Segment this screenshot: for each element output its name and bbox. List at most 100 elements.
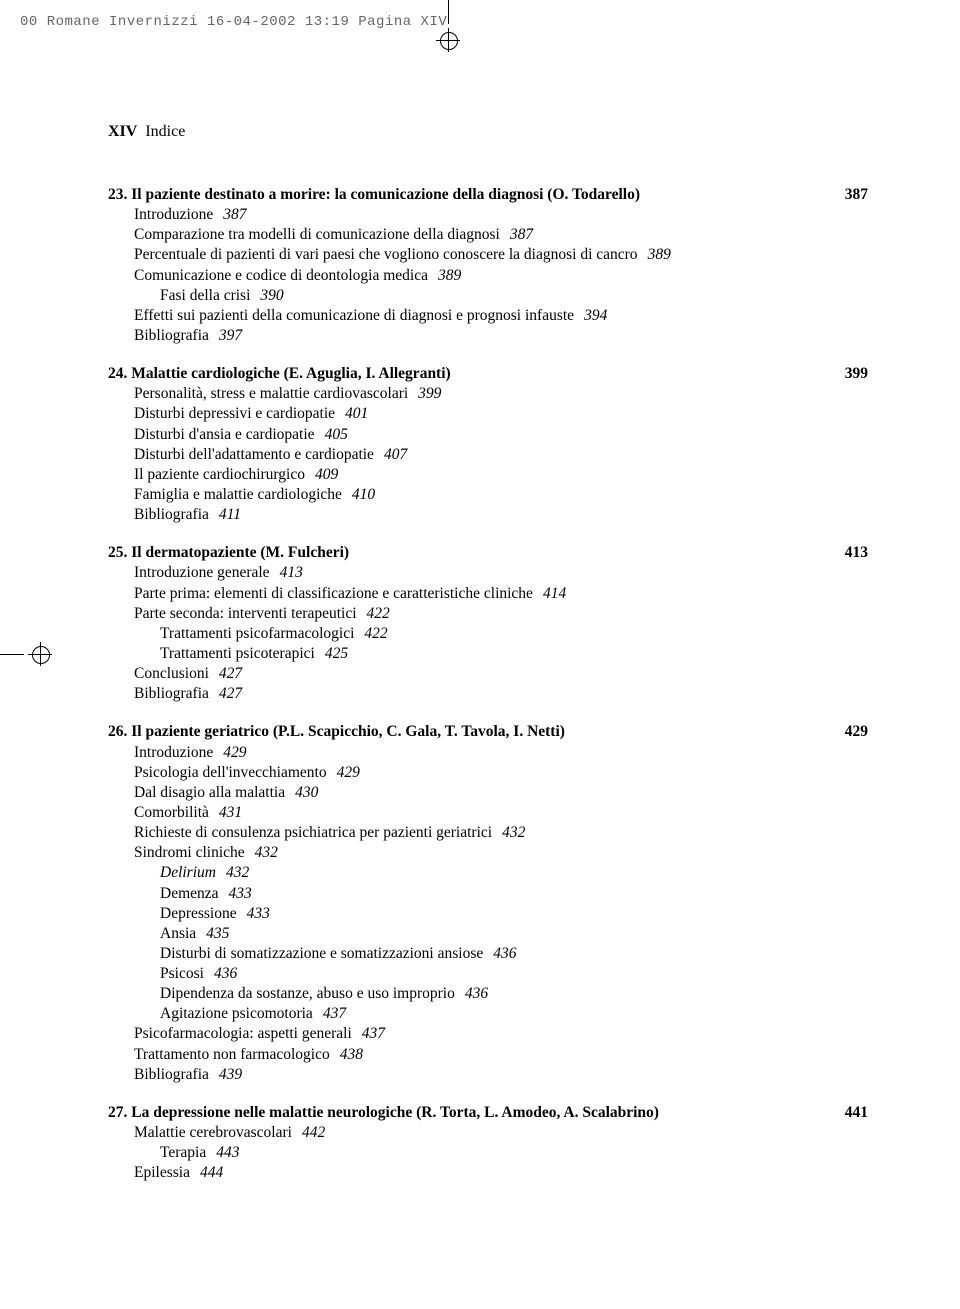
toc-entry-page: 431: [209, 804, 242, 821]
toc-entry: Richieste di consulenza psichiatrica per…: [134, 823, 868, 843]
chapter-title: 24. Malattie cardiologiche (E. Aguglia, …: [108, 364, 451, 384]
toc-entry: Parte prima: elementi di classificazione…: [134, 584, 868, 604]
toc-entry-text: Richieste di consulenza psichiatrica per…: [134, 824, 492, 841]
chapter-sub-lines: Personalità, stress e malattie cardiovas…: [108, 384, 868, 525]
toc-entry-text: Psicosi: [160, 965, 204, 982]
crop-circle: [440, 32, 458, 50]
toc-entry-page: 390: [250, 287, 283, 304]
crop-mark: [0, 654, 24, 655]
toc-entry-page: 429: [213, 744, 246, 761]
toc-entry-text: Bibliografia: [134, 327, 209, 344]
toc-entry-text: Delirium: [160, 864, 216, 881]
toc-entry: Dal disagio alla malattia430: [134, 783, 868, 803]
toc-entry-page: 410: [342, 486, 375, 503]
toc-entry-text: Bibliografia: [134, 685, 209, 702]
toc-entry-page: 405: [315, 426, 348, 443]
toc-entry-text: Terapia: [160, 1144, 206, 1161]
toc-entry: Comunicazione e codice di deontologia me…: [134, 266, 868, 286]
toc-entry-text: Comorbilità: [134, 804, 209, 821]
toc-entry-text: Epilessia: [134, 1164, 190, 1181]
toc-entry-text: Dipendenza da sostanze, abuso e uso impr…: [160, 985, 455, 1002]
toc-entry: Effetti sui pazienti della comunicazione…: [134, 306, 868, 326]
toc-entry-text: Bibliografia: [134, 1066, 209, 1083]
toc-entry-text: Disturbi dell'adattamento e cardiopatie: [134, 446, 374, 463]
toc-entry-text: Percentuale di pazienti di vari paesi ch…: [134, 246, 638, 263]
toc-entry: Trattamento non farmacologico438: [134, 1045, 868, 1065]
print-header-info: 00 Romane Invernizzi 16-04-2002 13:19 Pa…: [20, 14, 447, 30]
toc-entry: Agitazione psicomotoria437: [134, 1004, 868, 1024]
chapter-title: 26. Il paziente geriatrico (P.L. Scapicc…: [108, 722, 565, 742]
toc-entry-text: Trattamenti psicofarmacologici: [160, 625, 354, 642]
toc-entry: Bibliografia411: [134, 505, 868, 525]
toc-entry-page: 411: [209, 506, 241, 523]
toc-entry: Delirium432: [134, 863, 868, 883]
toc-entry-page: 389: [428, 267, 461, 284]
toc-entry-text: Introduzione: [134, 206, 213, 223]
toc-content: 23. Il paziente destinato a morire: la c…: [108, 185, 868, 1201]
toc-entry-page: 387: [213, 206, 246, 223]
toc-entry: Percentuale di pazienti di vari paesi ch…: [134, 245, 868, 265]
crop-mark: [448, 0, 449, 24]
toc-entry-text: Parte seconda: interventi terapeutici: [134, 605, 357, 622]
toc-chapter: 23. Il paziente destinato a morire: la c…: [108, 185, 868, 346]
chapter-title-row: 24. Malattie cardiologiche (E. Aguglia, …: [108, 364, 868, 384]
toc-entry-text: Effetti sui pazienti della comunicazione…: [134, 307, 574, 324]
toc-entry: Trattamenti psicofarmacologici422: [134, 624, 868, 644]
toc-entry-page: 399: [408, 385, 441, 402]
toc-entry-text: Malattie cerebrovascolari: [134, 1124, 292, 1141]
toc-chapter: 24. Malattie cardiologiche (E. Aguglia, …: [108, 364, 868, 525]
toc-entry: Introduzione generale413: [134, 563, 868, 583]
chapter-title-row: 27. La depressione nelle malattie neurol…: [108, 1103, 868, 1123]
toc-entry: Personalità, stress e malattie cardiovas…: [134, 384, 868, 404]
toc-entry-page: 407: [374, 446, 407, 463]
toc-entry: Bibliografia427: [134, 684, 868, 704]
toc-entry-text: Parte prima: elementi di classificazione…: [134, 585, 533, 602]
toc-entry: Disturbi di somatizzazione e somatizzazi…: [134, 944, 868, 964]
toc-entry-page: 401: [335, 405, 368, 422]
toc-entry-page: 433: [219, 885, 252, 902]
toc-entry-text: Disturbi di somatizzazione e somatizzazi…: [160, 945, 483, 962]
toc-entry: Disturbi depressivi e cardiopatie401: [134, 404, 868, 424]
chapter-sub-lines: Introduzione generale413 Parte prima: ele…: [108, 563, 868, 704]
chapter-title: 23. Il paziente destinato a morire: la c…: [108, 185, 640, 205]
toc-chapter: 25. Il dermatopaziente (M. Fulcheri)413I…: [108, 543, 868, 704]
toc-entry: Disturbi dell'adattamento e cardiopatie4…: [134, 445, 868, 465]
toc-entry-page: 429: [327, 764, 360, 781]
chapter-sub-lines: Malattie cerebrovascolari442Terapia443Ep…: [108, 1123, 868, 1183]
toc-chapter: 26. Il paziente geriatrico (P.L. Scapicc…: [108, 722, 868, 1085]
crop-circle: [32, 646, 50, 664]
chapter-page-number: 399: [825, 364, 868, 384]
toc-entry: Disturbi d'ansia e cardiopatie405: [134, 425, 868, 445]
toc-entry-text: Famiglia e malattie cardiologiche: [134, 486, 342, 503]
page-header-label: Indice: [145, 123, 185, 140]
chapter-page-number: 441: [825, 1103, 868, 1123]
chapter-title-row: 23. Il paziente destinato a morire: la c…: [108, 185, 868, 205]
toc-entry-page: 442: [292, 1124, 325, 1141]
toc-entry-page: 436: [483, 945, 516, 962]
chapter-sub-lines: Introduzione387Comparazione tra modelli …: [108, 205, 868, 346]
toc-entry: Parte seconda: interventi terapeutici422: [134, 604, 868, 624]
chapter-title-row: 25. Il dermatopaziente (M. Fulcheri)413: [108, 543, 868, 563]
toc-entry: Trattamenti psicoterapici425: [134, 644, 868, 664]
toc-entry: Introduzione387: [134, 205, 868, 225]
toc-entry-page: 422: [354, 625, 387, 642]
toc-entry-text: Psicofarmacologia: aspetti generali: [134, 1025, 352, 1042]
toc-entry: Comparazione tra modelli di comunicazion…: [134, 225, 868, 245]
chapter-sub-lines: Introduzione429Psicologia dell'invecchia…: [108, 743, 868, 1085]
toc-entry: Comorbilità431: [134, 803, 868, 823]
toc-entry-text: Sindromi cliniche: [134, 844, 245, 861]
toc-entry-page: 435: [196, 925, 229, 942]
toc-entry-page: 422: [357, 605, 390, 622]
toc-entry-page: 439: [209, 1066, 242, 1083]
toc-entry-page: 430: [285, 784, 318, 801]
toc-entry-text: Comparazione tra modelli di comunicazion…: [134, 226, 500, 243]
toc-entry: Malattie cerebrovascolari442: [134, 1123, 868, 1143]
toc-entry: Depressione433: [134, 904, 868, 924]
toc-entry-page: 438: [330, 1046, 363, 1063]
toc-entry-text: Agitazione psicomotoria: [160, 1005, 313, 1022]
toc-entry-page: 432: [492, 824, 525, 841]
toc-entry: Psicologia dell'invecchiamento429: [134, 763, 868, 783]
toc-entry-page: 389: [638, 246, 671, 263]
chapter-page-number: 429: [825, 722, 868, 742]
chapter-title-row: 26. Il paziente geriatrico (P.L. Scapicc…: [108, 722, 868, 742]
